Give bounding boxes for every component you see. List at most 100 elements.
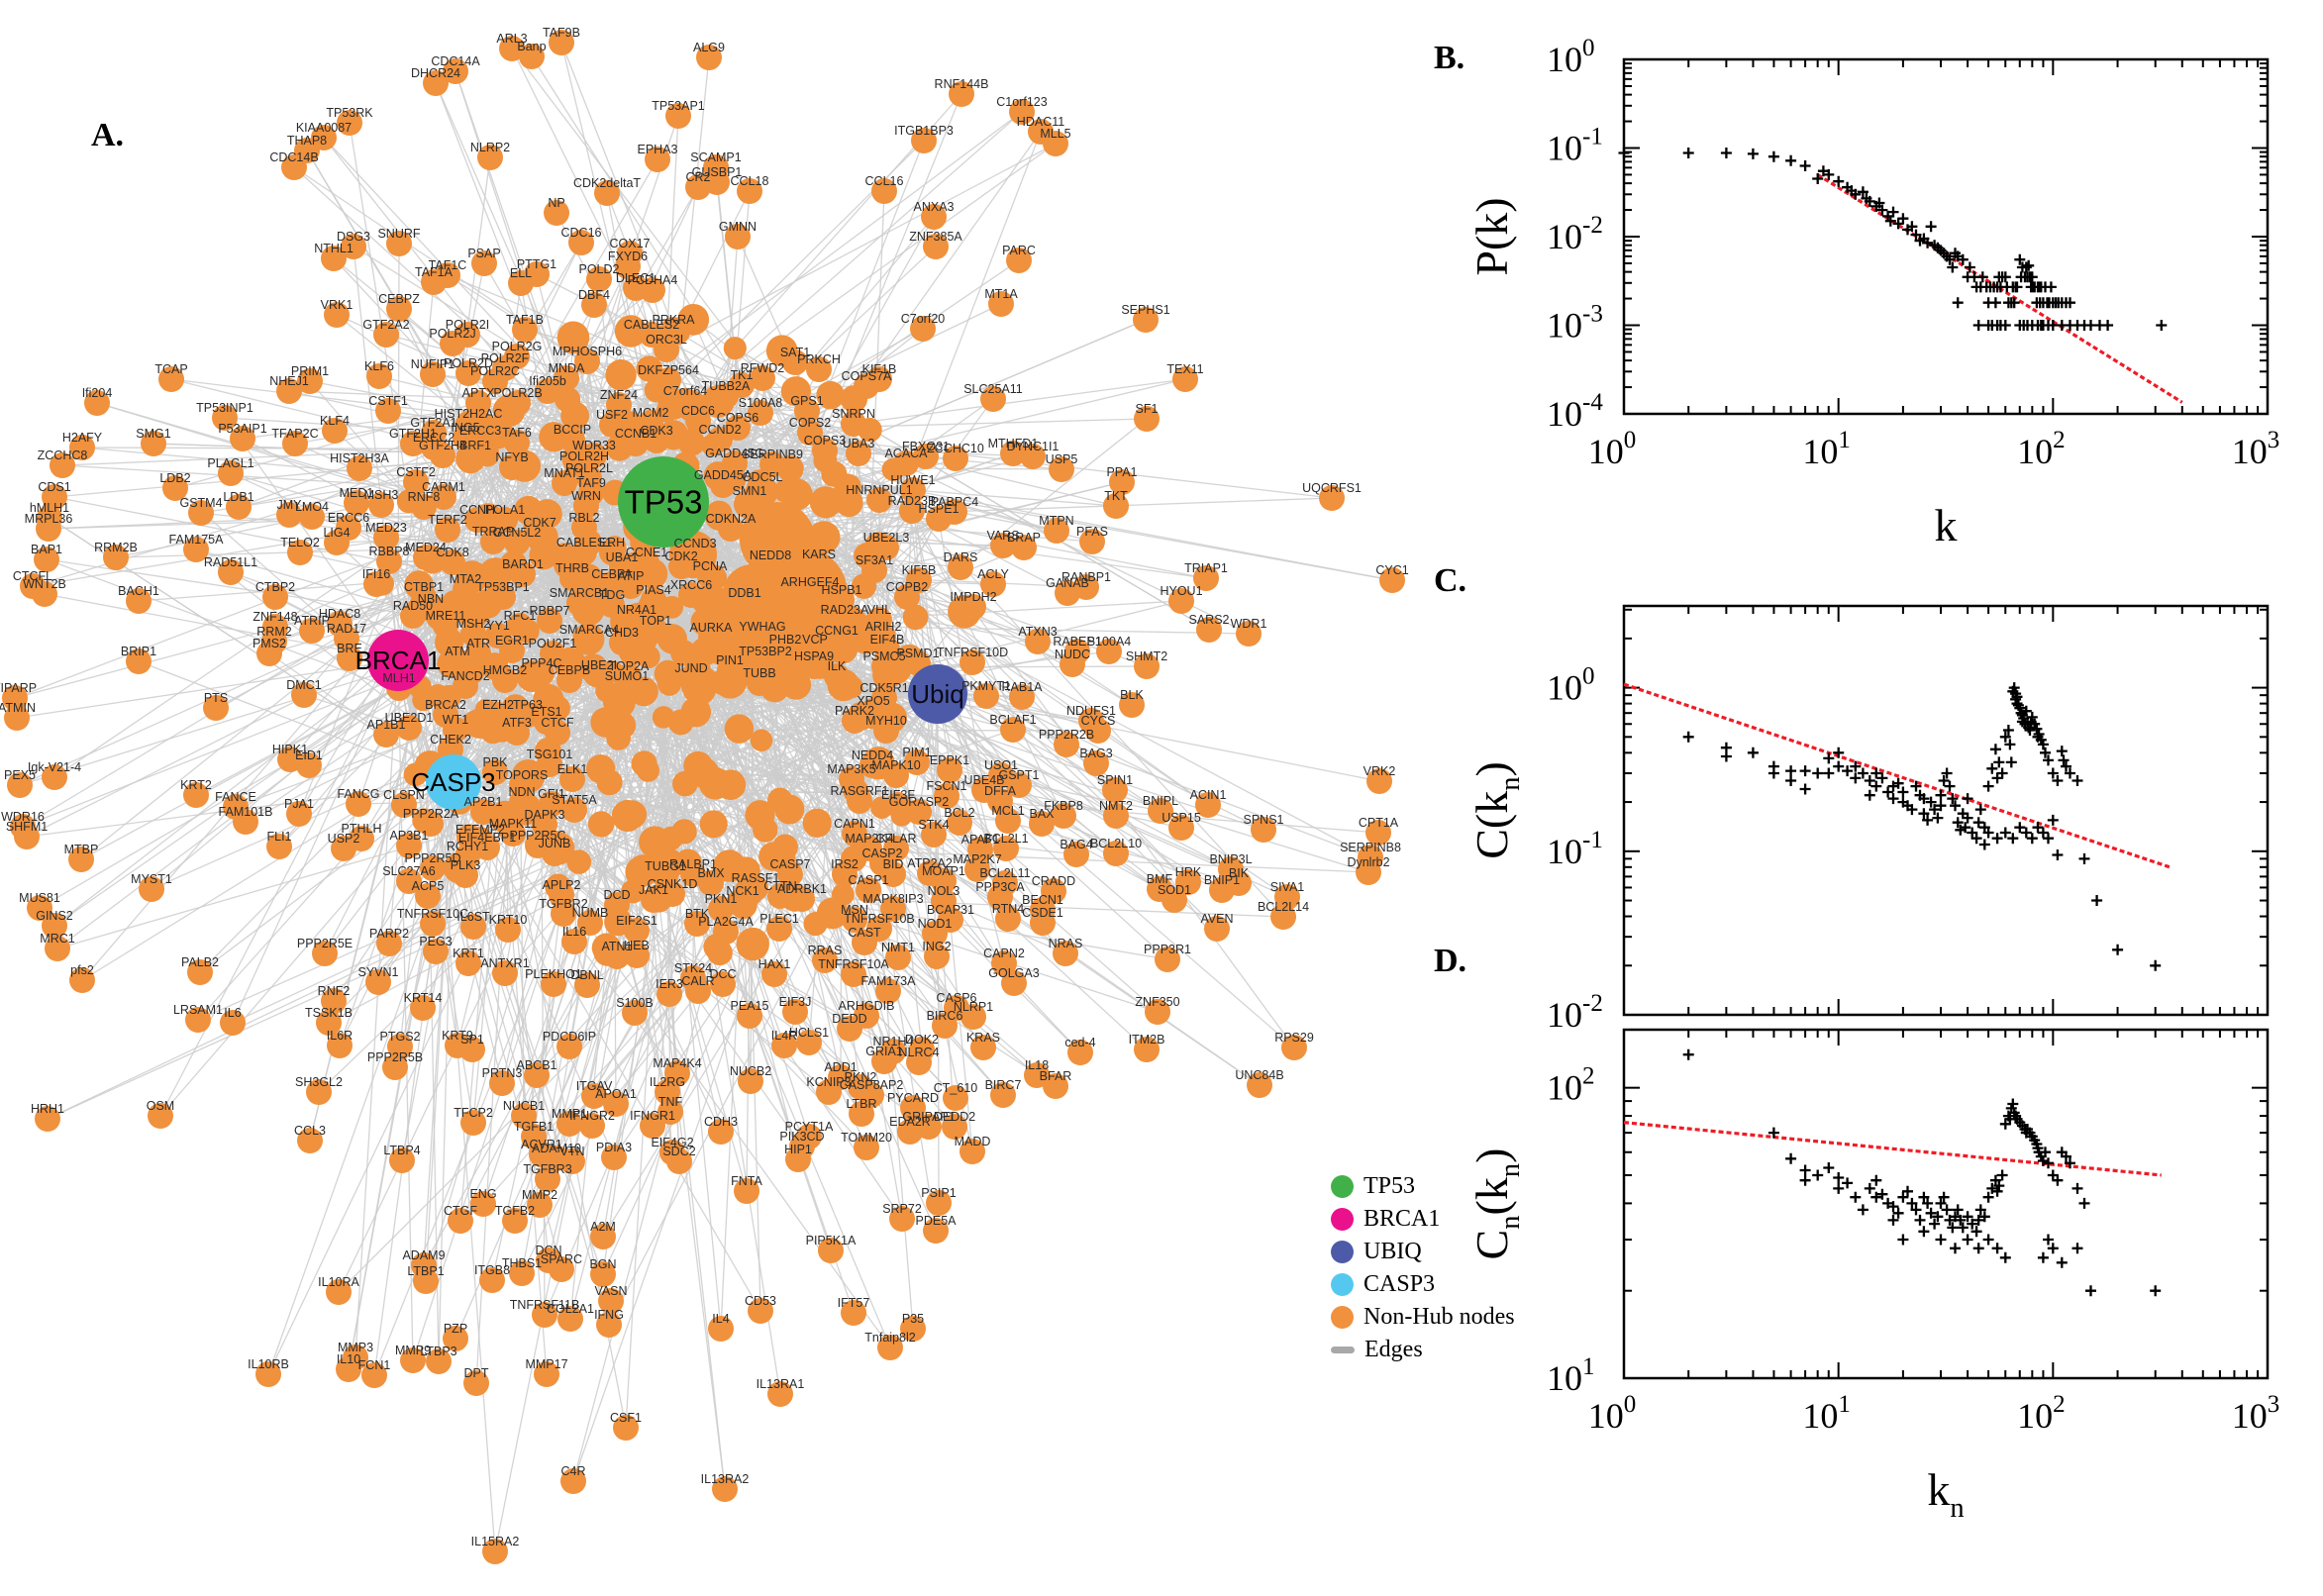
svg-text:100: 100 <box>1588 1391 1637 1436</box>
network-node <box>832 861 858 887</box>
network-node <box>894 584 920 610</box>
network-node-label: CEBPB <box>549 663 590 677</box>
network-node-label: C4R <box>560 1464 585 1478</box>
network-node-label: ATMIN <box>0 701 36 715</box>
network-node <box>337 646 362 671</box>
network-node <box>657 1099 683 1125</box>
network-node-label: UBE2L3 <box>863 531 910 545</box>
network-node-label: CCNG1 <box>815 624 858 638</box>
network-node-label: PLK3 <box>451 858 481 872</box>
network-node <box>667 709 694 736</box>
network-node-label: BTK <box>685 907 710 921</box>
network-node-label: CEBPA <box>591 567 633 581</box>
svg-text:103: 103 <box>2232 1391 2280 1436</box>
network-node <box>725 224 751 249</box>
network-node <box>431 484 456 510</box>
network-node-label: GRIPAP1 <box>902 1110 955 1124</box>
network-node <box>913 444 939 469</box>
network-node-label: ACIN1 <box>1190 788 1227 802</box>
network-node-label: AURKA <box>689 621 733 635</box>
network-node <box>924 944 950 969</box>
network-node <box>837 1016 862 1042</box>
network-node <box>4 705 30 731</box>
network-node <box>847 788 872 814</box>
network-node-label: ARHGDIB <box>839 999 895 1013</box>
network-node-label: TSG101 <box>527 748 573 761</box>
network-node-label: PRIM1 <box>291 364 329 378</box>
network-node-label: ELL <box>510 266 532 280</box>
network-node-label: ERCC3 <box>459 424 501 438</box>
network-node-label: ITGB8 <box>474 1263 510 1277</box>
network-node <box>418 596 444 622</box>
network-node-label: PIP5K1A <box>806 1234 857 1247</box>
network-node <box>373 722 399 748</box>
network-node <box>750 513 777 541</box>
network-node <box>948 554 973 580</box>
network-node-label: NMT1 <box>881 941 915 954</box>
network-node-label: AP3B1 <box>390 829 429 843</box>
network-node <box>1274 884 1300 910</box>
network-node-label: HUWE1 <box>890 473 935 487</box>
network-node-label: NCK1 <box>726 884 758 898</box>
network-node <box>375 398 401 424</box>
network-node <box>418 811 444 837</box>
network-node-label: HEB <box>624 939 650 952</box>
network-node-label: SH3GL2 <box>295 1075 343 1089</box>
network-node-label: PPA1 <box>1106 465 1137 479</box>
network-node <box>443 717 468 743</box>
network-node <box>403 469 429 495</box>
network-node <box>1148 798 1173 824</box>
network-node <box>921 822 947 848</box>
network-node-label: BID <box>883 857 904 871</box>
network-node-label: POLR2I <box>446 318 489 332</box>
network-node-label: GADD45G <box>705 447 764 460</box>
network-node-label: TNF <box>658 1095 683 1109</box>
network-node-label: TAF1C <box>429 258 467 272</box>
network-node-label: IFNGR1 <box>630 1109 675 1123</box>
network-node-label: PKN1 <box>705 892 738 906</box>
network-node-label: ZCCHC10 <box>927 442 984 455</box>
network-node <box>460 914 486 940</box>
network-node-label: PARK2 <box>835 704 874 718</box>
network-node-label: UQCRFS1 <box>1302 481 1362 495</box>
network-node-label: GTF2A2 <box>362 318 409 332</box>
network-node-label: CASP7 <box>770 857 811 871</box>
network-node <box>453 862 478 888</box>
network-node <box>262 584 288 610</box>
network-node <box>230 426 255 451</box>
network-node <box>1067 1040 1093 1065</box>
network-node-label: PLA2G4A <box>698 915 754 929</box>
network-node-label: POLR2L <box>565 461 613 475</box>
network-node <box>842 907 867 933</box>
network-node <box>505 390 531 416</box>
network-node <box>321 246 347 271</box>
network-node <box>672 388 698 414</box>
network-node <box>1281 1035 1307 1060</box>
network-node <box>571 515 597 541</box>
network-node <box>636 355 662 382</box>
network-node <box>299 504 325 530</box>
network-node-label: MSH3 <box>364 488 399 502</box>
network-node-label: CPT1A <box>1359 816 1399 830</box>
network-node-label: TP53BP2 <box>739 645 792 658</box>
svg-text:101: 101 <box>1802 1391 1851 1436</box>
network-node <box>455 360 481 386</box>
network-node <box>435 517 460 543</box>
network-node <box>606 392 632 418</box>
network-node <box>641 887 666 913</box>
network-node <box>678 665 704 691</box>
network-node-label: BAX <box>1029 807 1055 821</box>
network-node-label: C1orf123 <box>996 95 1047 109</box>
network-node <box>499 638 525 663</box>
network-node <box>990 1082 1016 1108</box>
network-node-label: DCC <box>709 967 736 981</box>
network-node-label: CAST <box>848 926 881 940</box>
network-node-label: NUMB <box>572 906 609 920</box>
network-node-label: MADD <box>955 1135 991 1148</box>
network-node-label: PARP2 <box>369 927 409 941</box>
network-node <box>266 834 292 859</box>
network-node-label: IL18 <box>1025 1058 1049 1072</box>
network-node-label: PBK <box>482 755 508 769</box>
network-node-label: TNFRSF11B <box>510 1298 580 1312</box>
network-node <box>549 30 574 55</box>
